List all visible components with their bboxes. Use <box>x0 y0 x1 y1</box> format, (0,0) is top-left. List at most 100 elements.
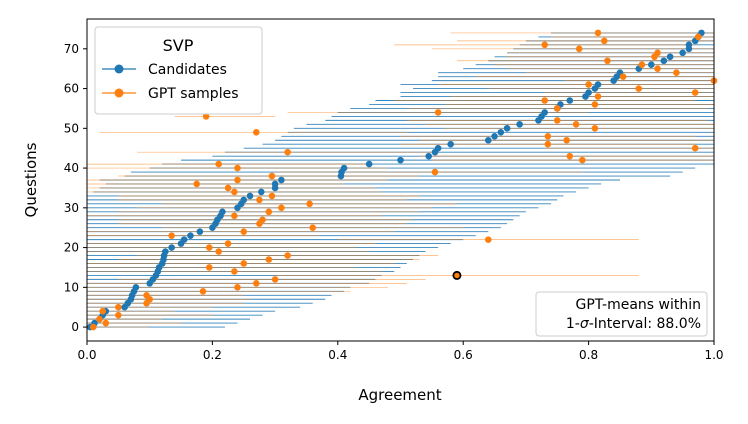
gpt-point <box>284 148 291 156</box>
gpt-point <box>544 140 552 148</box>
gpt-point <box>193 180 201 188</box>
candidate-point <box>258 188 265 196</box>
candidate-point <box>180 236 188 243</box>
plot-area <box>86 29 718 331</box>
gpt-point <box>541 97 549 104</box>
gpt-point <box>215 160 222 168</box>
legend-box <box>94 26 263 115</box>
candidate-point <box>365 160 373 168</box>
annotation-suffix: -Interval: 88.0% <box>589 316 701 332</box>
annotation-line2: 1-σ-Interval: 88.0% <box>566 316 701 332</box>
legend-candidates-label: Candidates <box>148 62 227 78</box>
candidate-point <box>484 136 492 144</box>
gpt-point <box>654 49 661 57</box>
annotation: GPT-means within 1-σ-Interval: 88.0% <box>535 291 708 337</box>
candidate-point <box>666 53 674 61</box>
gpt-point <box>572 121 580 128</box>
candidate-point <box>660 57 668 65</box>
gpt-point <box>271 276 279 283</box>
gpt-point <box>594 29 602 37</box>
gpt-point <box>234 164 241 172</box>
candidate-point <box>679 49 686 57</box>
legend-candidates-marker <box>114 64 124 74</box>
legend-title: SVP <box>163 36 194 55</box>
gpt-point <box>115 303 122 311</box>
gpt-point <box>265 256 273 263</box>
gpt-point <box>89 323 97 331</box>
gpt-point <box>594 93 602 100</box>
candidate-point <box>425 152 433 160</box>
candidate-point <box>340 164 348 172</box>
gpt-point <box>115 311 122 319</box>
gpt-point <box>673 69 680 76</box>
gpt-point <box>284 252 291 259</box>
candidate-point <box>594 81 602 88</box>
candidate-point <box>397 156 404 164</box>
x-tick-label: 0.4 <box>328 348 347 362</box>
y-tick-label: 10 <box>64 280 79 294</box>
candidate-point <box>434 144 442 152</box>
gpt-point <box>231 212 238 220</box>
gpt-point <box>575 45 583 53</box>
annotation-sigma: σ <box>580 316 590 332</box>
candidate-point <box>648 61 655 69</box>
gpt-point <box>143 291 150 299</box>
gpt-point <box>199 288 207 295</box>
gpt-point <box>638 61 646 69</box>
gpt-point <box>168 232 175 239</box>
gpt-point <box>268 172 276 180</box>
candidate-point <box>246 192 254 200</box>
axes: 0.0 0.2 0.4 0.6 0.8 1.0 0 10 20 30 40 50 60 70 <box>64 42 724 362</box>
gpt-point <box>268 192 276 200</box>
plot-frame <box>86 18 715 342</box>
x-tick-label: 0.0 <box>77 348 96 362</box>
y-tick-label: 50 <box>64 121 79 135</box>
y-tick-label: 30 <box>64 201 79 215</box>
gpt-point <box>234 284 241 291</box>
gpt-point <box>553 105 561 112</box>
candidate-point <box>541 109 549 116</box>
gpt-point <box>566 152 574 160</box>
gpt-point <box>252 128 260 136</box>
gpt-point <box>99 307 106 315</box>
gpt-point <box>604 57 611 65</box>
gpt-point <box>695 33 702 41</box>
y-tick-label: 40 <box>64 161 79 175</box>
gpt-point <box>585 81 592 88</box>
gpt-point <box>102 319 110 327</box>
candidate-point <box>278 176 285 184</box>
gpt-point <box>231 188 238 196</box>
candidate-point <box>497 128 505 136</box>
candidate-point <box>585 89 592 96</box>
x-axis-label: Agreement <box>358 386 441 404</box>
gpt-point <box>541 41 549 49</box>
gpt-point <box>691 89 699 96</box>
x-tick-label: 0.6 <box>454 348 473 362</box>
gpt-point <box>579 156 586 164</box>
gpt-point <box>256 196 263 204</box>
candidate-point <box>187 232 194 239</box>
candidate-point <box>196 228 204 235</box>
gpt-point <box>231 268 238 275</box>
legend: SVP Candidates GPT samples <box>94 26 263 115</box>
annotation-prefix: 1- <box>566 316 580 332</box>
gpt-point <box>544 132 552 140</box>
gpt-point <box>215 248 222 255</box>
legend-gpt-marker <box>114 88 124 98</box>
gpt-point <box>202 113 210 120</box>
gpt-point <box>691 144 699 152</box>
gpt-point <box>591 125 599 132</box>
gpt-point <box>224 184 232 192</box>
candidate-point <box>491 132 498 140</box>
gpt-point <box>635 85 643 92</box>
gpt-point <box>484 236 492 243</box>
candidate-point <box>162 248 169 255</box>
gpt-point <box>619 73 627 80</box>
candidate-point <box>503 125 511 132</box>
y-tick-label: 20 <box>64 241 79 255</box>
candidate-point <box>168 244 175 251</box>
highlight-point <box>452 270 462 280</box>
gpt-point <box>240 260 248 267</box>
annotation-box <box>535 291 708 337</box>
candidate-point <box>240 196 248 204</box>
